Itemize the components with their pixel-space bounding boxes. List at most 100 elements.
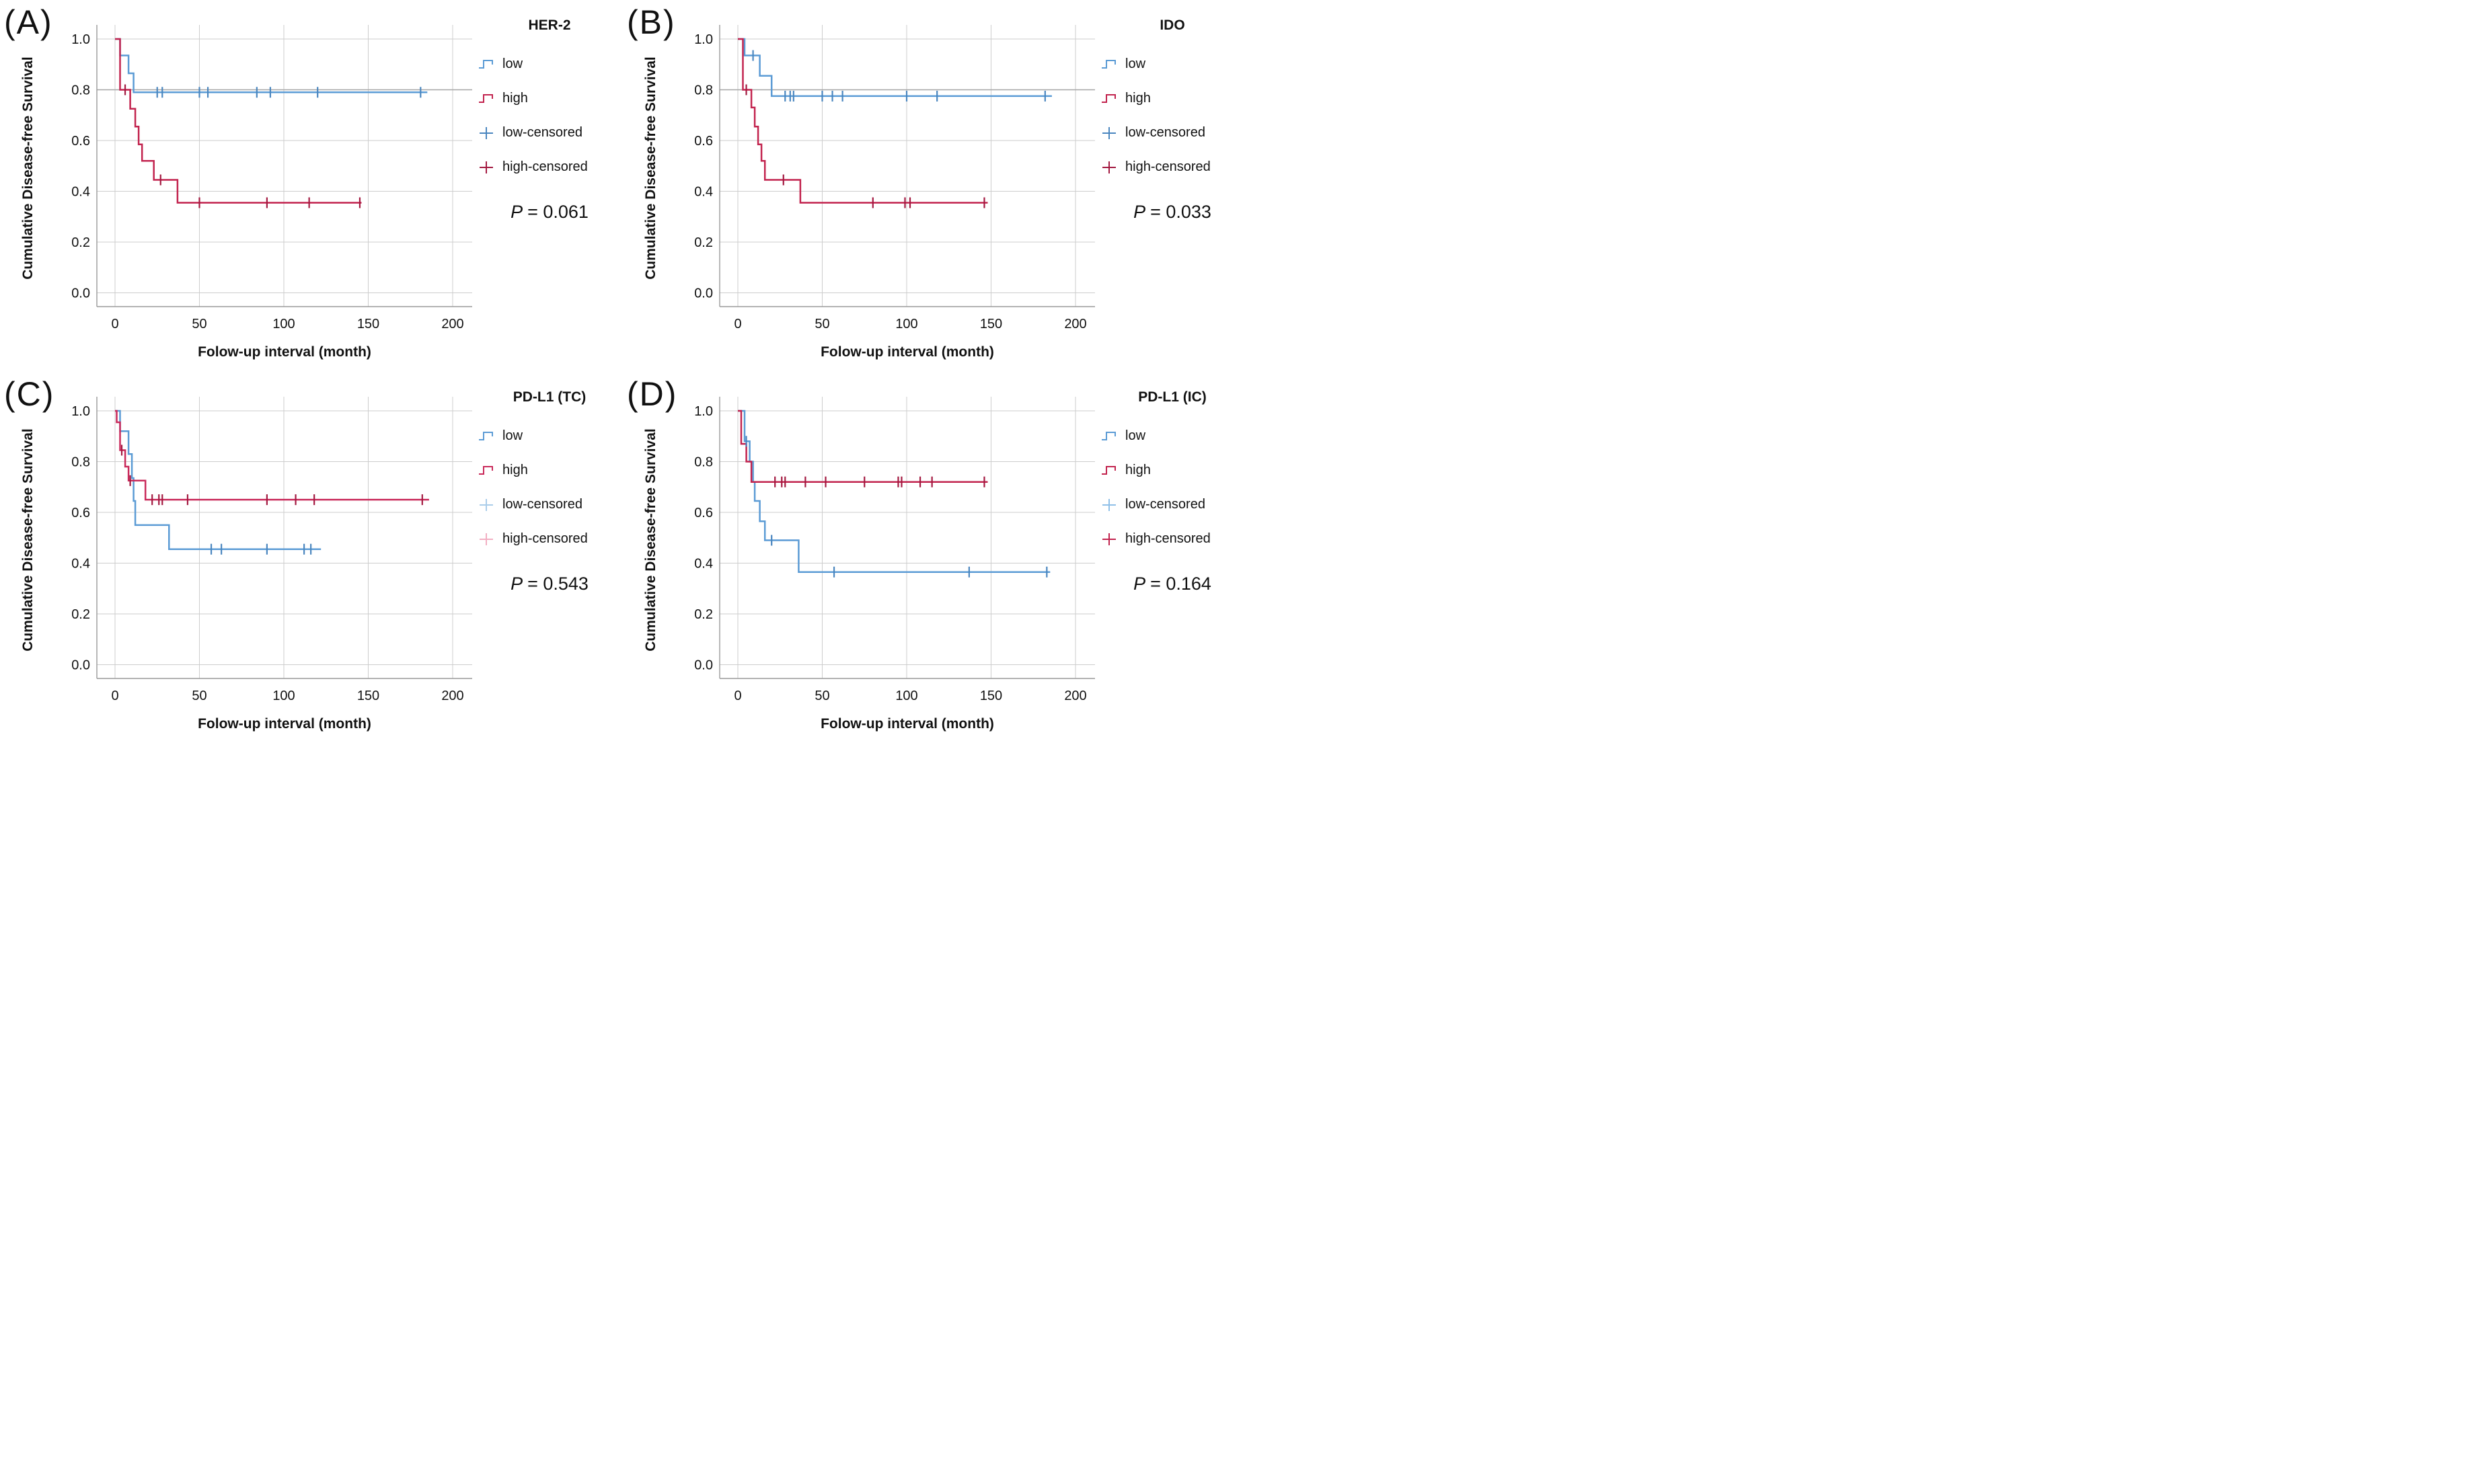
svg-text:0: 0 [734, 689, 741, 703]
step-line-icon [1102, 465, 1116, 475]
legend-title: HER-2 [528, 17, 571, 33]
step-line-icon [1102, 431, 1116, 440]
svg-text:0.4: 0.4 [71, 185, 90, 200]
legend-item-low-censored: low-censored [478, 116, 621, 150]
p-value-text: = 0.543 [527, 574, 589, 594]
svg-text:0.0: 0.0 [694, 658, 713, 673]
plus-censor-icon [1102, 498, 1116, 511]
step-line-icon [479, 59, 493, 69]
legend-title: PD-L1 (IC) [1138, 389, 1207, 405]
p-value: P = 0.164 [1100, 574, 1244, 594]
plus-censor-icon [1102, 533, 1116, 545]
svg-text:0.0: 0.0 [71, 286, 90, 301]
svg-text:0.4: 0.4 [694, 185, 713, 200]
p-symbol: P [1133, 574, 1146, 594]
p-symbol: P [511, 574, 523, 594]
legend-item-low: low [478, 47, 621, 81]
svg-text:0: 0 [734, 317, 741, 331]
svg-text:200: 200 [1064, 317, 1086, 331]
svg-text:100: 100 [895, 689, 917, 703]
svg-text:0.8: 0.8 [71, 455, 90, 470]
svg-text:50: 50 [815, 689, 829, 703]
km-panel-her2: (A) Cumulative Disease-free Survival 1.0… [0, 0, 622, 370]
legend-item-high-censored: high-censored [478, 522, 621, 556]
svg-text:0.2: 0.2 [71, 235, 90, 250]
km-plot-area: 1.0 0.8 0.6 0.4 0.2 0.0 0 50 100 150 200 [694, 25, 1095, 331]
svg-text:1.0: 1.0 [694, 32, 713, 47]
plus-censor-icon [1102, 161, 1116, 173]
step-line-icon [479, 431, 493, 440]
legend-item-label: high [502, 91, 528, 106]
svg-text:0.2: 0.2 [694, 607, 713, 622]
legend-item-low: low [1100, 419, 1244, 453]
svg-text:0.8: 0.8 [71, 83, 90, 98]
legend-item-high: high [1100, 81, 1244, 116]
p-value: P = 0.061 [478, 202, 621, 223]
step-line-icon [479, 93, 493, 103]
svg-text:1.0: 1.0 [71, 32, 90, 47]
svg-text:0.6: 0.6 [71, 506, 90, 520]
legend-item-high-censored: high-censored [1100, 522, 1244, 556]
x-axis-title: Folow-up interval (month) [821, 344, 994, 360]
plus-censor-icon [1102, 126, 1116, 139]
svg-text:200: 200 [441, 689, 463, 703]
svg-text:50: 50 [815, 317, 829, 331]
svg-text:0.8: 0.8 [694, 83, 713, 98]
legend-item-high: high [478, 81, 621, 116]
svg-text:150: 150 [357, 689, 379, 703]
km-panel-ido: (B) Cumulative Disease-free Survival 1.0… [623, 0, 1245, 370]
p-value: P = 0.033 [1100, 202, 1244, 223]
legend-item-low-censored: low-censored [1100, 487, 1244, 522]
legend-item-label: low [502, 56, 523, 71]
p-value-text: = 0.061 [527, 202, 589, 222]
legend-item-high: high [1100, 453, 1244, 487]
p-value-text: = 0.033 [1150, 202, 1211, 222]
plus-censor-icon [480, 498, 493, 511]
step-line-icon [1102, 93, 1116, 103]
legend-item-label: high-censored [502, 159, 588, 174]
svg-text:0.6: 0.6 [694, 506, 713, 520]
plus-censor-icon [480, 161, 493, 173]
legend: PD-L1 (IC) low high low-censored high-ce… [1100, 389, 1244, 594]
legend-item-label: high [1125, 91, 1151, 106]
km-plot-area: 1.0 0.8 0.6 0.4 0.2 0.0 0 50 100 150 200 [71, 397, 472, 703]
legend-item-label: high-censored [1125, 531, 1211, 546]
plus-censor-icon [480, 533, 493, 545]
svg-text:100: 100 [272, 317, 295, 331]
legend-title: PD-L1 (TC) [513, 389, 587, 405]
svg-text:100: 100 [895, 317, 917, 331]
panel-letter: (A) [4, 3, 53, 41]
svg-text:0: 0 [111, 689, 118, 703]
legend-item-label: high-censored [1125, 159, 1211, 174]
svg-text:150: 150 [357, 317, 379, 331]
svg-text:0.0: 0.0 [71, 658, 90, 673]
legend-item-low: low [1100, 47, 1244, 81]
legend-item-label: low-censored [502, 497, 582, 512]
legend-item-label: low-censored [502, 125, 582, 140]
legend-item-low: low [478, 419, 621, 453]
p-value: P = 0.543 [478, 574, 621, 594]
legend-title: IDO [1160, 17, 1185, 33]
svg-text:150: 150 [980, 689, 1002, 703]
svg-text:0.8: 0.8 [694, 455, 713, 470]
legend-item-high-censored: high-censored [1100, 150, 1244, 184]
km-plot-area: 1.0 0.8 0.6 0.4 0.2 0.0 0 50 100 150 200 [71, 25, 472, 331]
svg-text:0.2: 0.2 [71, 607, 90, 622]
step-line-icon [479, 465, 493, 475]
svg-text:0: 0 [111, 317, 118, 331]
svg-text:0.2: 0.2 [694, 235, 713, 250]
p-symbol: P [511, 202, 523, 222]
legend-item-label: low [1125, 56, 1146, 71]
panel-letter: (D) [627, 375, 678, 413]
plus-censor-icon [480, 126, 493, 139]
svg-text:0.4: 0.4 [694, 557, 713, 572]
legend-item-label: low-censored [1125, 497, 1205, 512]
km-panel-pdl1-tc: (C) Cumulative Disease-free Survival 1.0… [0, 372, 622, 742]
legend-item-high-censored: high-censored [478, 150, 621, 184]
svg-text:50: 50 [192, 689, 206, 703]
panel-letter: (B) [627, 3, 676, 41]
svg-text:50: 50 [192, 317, 206, 331]
legend-item-label: high-censored [502, 531, 588, 546]
svg-text:0.6: 0.6 [694, 134, 713, 149]
legend: PD-L1 (TC) low high low-censored high-ce… [478, 389, 621, 594]
